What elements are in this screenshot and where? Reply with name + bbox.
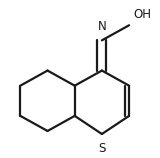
Text: OH: OH (134, 8, 152, 21)
Text: S: S (98, 142, 106, 155)
Text: N: N (98, 20, 106, 33)
